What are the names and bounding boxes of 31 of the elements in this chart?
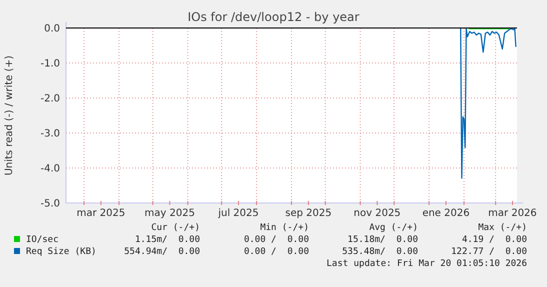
x-tick-label: sep 2025 — [285, 208, 332, 219]
text: Min (-/+) — [260, 223, 309, 233]
chart-title: IOs for /dev/loop12 - by year — [188, 10, 360, 24]
text: Cur (-/+) — [151, 223, 200, 233]
text: Last update: Fri Mar 20 01:05:10 2026 — [326, 259, 527, 269]
y-tick-label: -3.0 — [40, 128, 60, 140]
legend-label: Req Size (KB) — [26, 247, 96, 257]
y-axis-title: Units read (-) / write (+) — [4, 55, 15, 176]
text: 15.18m/ 0.00 — [348, 235, 418, 245]
line-series — [460, 27, 516, 179]
x-tick-label: mar 2026 — [488, 208, 537, 219]
text: Max (-/+) — [478, 223, 527, 233]
x-tick-label: ene 2026 — [422, 208, 470, 219]
text: 122.77 / 0.00 — [451, 247, 527, 257]
text: 0.00 / 0.00 — [244, 235, 309, 245]
text: 4.19 / 0.00 — [462, 235, 527, 245]
x-tick-label: jul 2025 — [217, 208, 259, 219]
y-tick-label: -2.0 — [40, 94, 60, 104]
text: 0.00 / 0.00 — [244, 247, 309, 257]
y-tick-label: 0.0 — [44, 24, 60, 34]
text: 1.15m/ 0.00 — [134, 235, 200, 245]
x-tick-label: mar 2025 — [76, 208, 126, 219]
y-tick-label: -1.0 — [40, 58, 60, 70]
text: Avg (-/+) — [369, 223, 418, 233]
text: 535.48m/ 0.00 — [342, 247, 418, 257]
x-tick-label: may 2025 — [144, 208, 195, 219]
text: 554.94m/ 0.00 — [124, 247, 200, 257]
x-tick-label: nov 2025 — [354, 208, 401, 219]
y-tick-label: -4.0 — [40, 164, 60, 174]
y-tick-label: -5.0 — [40, 198, 60, 210]
legend-label: IO/sec — [26, 235, 59, 245]
